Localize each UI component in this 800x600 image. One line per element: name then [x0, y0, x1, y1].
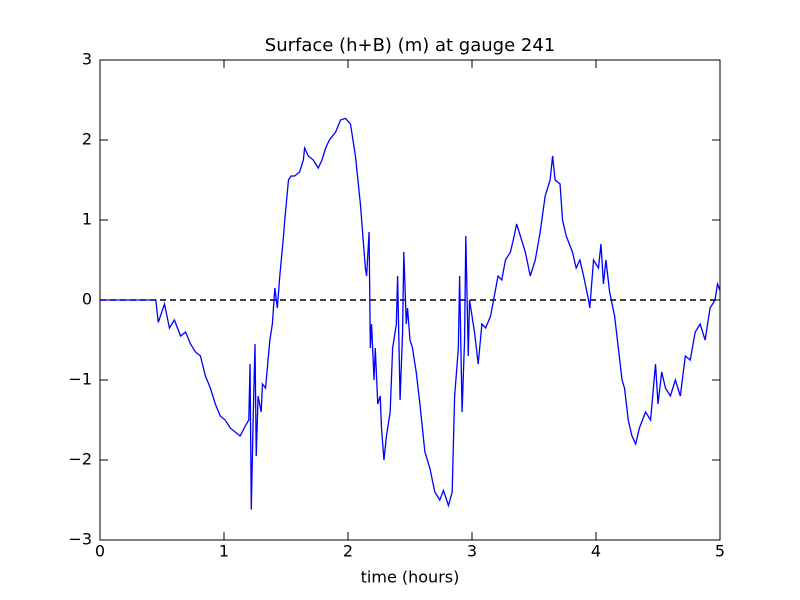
x-tick-label: 2	[343, 542, 353, 561]
x-axis-label: time (hours)	[361, 568, 460, 587]
y-tick-label: −1	[68, 370, 92, 389]
x-tick-label: 4	[591, 542, 601, 561]
y-tick-label: 2	[82, 130, 92, 149]
x-tick-label: 0	[95, 542, 105, 561]
chart-title: Surface (h+B) (m) at gauge 241	[265, 35, 555, 56]
y-tick-label: −3	[68, 530, 92, 549]
data-line	[100, 117, 721, 510]
x-tick-label: 3	[467, 542, 477, 561]
x-tick-label: 1	[219, 542, 229, 561]
y-tick-label: −2	[68, 450, 92, 469]
y-tick-label: 3	[82, 50, 92, 69]
y-tick-label: 1	[82, 210, 92, 229]
axes-frame	[99, 59, 721, 541]
y-tick-label: 0	[82, 290, 92, 309]
x-tick-label: 5	[715, 542, 725, 561]
